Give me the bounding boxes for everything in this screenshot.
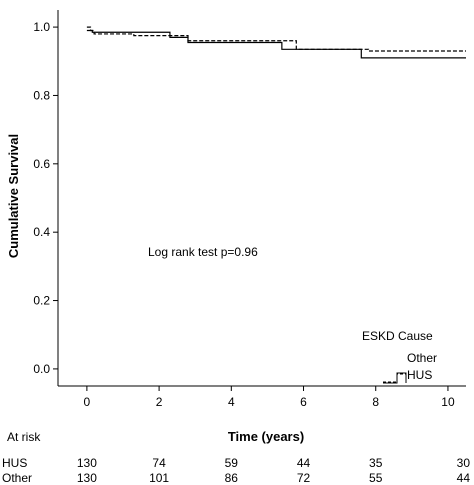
- x-axis-label: Time (years): [228, 429, 304, 444]
- at-risk-cell: 35: [369, 456, 383, 470]
- at-risk-cell: 130: [77, 456, 97, 470]
- y-tick-label: 0.6: [33, 157, 50, 171]
- y-axis-label: Cumulative Survival: [6, 134, 21, 258]
- at-risk-cell: 30: [457, 456, 471, 470]
- y-tick-label: 0.8: [33, 88, 50, 102]
- at-risk-table: HUS 130 74 59 44 35 30 Other 130 101 86 72 55 44: [2, 456, 470, 485]
- legend: ESKD Cause Other HUS: [362, 329, 437, 384]
- legend-marker-hus: [383, 372, 407, 384]
- at-risk-row-label: Other: [2, 471, 32, 485]
- x-ticks: 0 2 4 6 8 10: [84, 386, 455, 409]
- series-group: [86, 26, 466, 59]
- at-risk-cell: 74: [152, 456, 166, 470]
- y-tick-label: 0.4: [33, 225, 50, 239]
- at-risk-cell: 72: [297, 471, 311, 485]
- at-risk-label: At risk: [7, 430, 41, 444]
- legend-marker-other: [383, 373, 407, 383]
- x-tick-label: 10: [441, 395, 455, 409]
- at-risk-cell: 44: [297, 456, 311, 470]
- at-risk-cell: 44: [457, 471, 471, 485]
- x-tick-label: 2: [156, 395, 163, 409]
- legend-entry-hus: HUS: [407, 368, 432, 382]
- legend-entry-other: Other: [407, 351, 437, 365]
- legend-title: ESKD Cause: [362, 329, 433, 343]
- at-risk-cell: 55: [369, 471, 383, 485]
- at-risk-cell: 130: [77, 471, 97, 485]
- at-risk-cell: 86: [225, 471, 239, 485]
- x-tick-label: 6: [300, 395, 307, 409]
- y-ticks: 0.0 0.2 0.4 0.6 0.8 1.0: [33, 20, 58, 376]
- series-line-other: [86, 26, 466, 52]
- log-rank-annotation: Log rank test p=0.96: [148, 245, 258, 259]
- at-risk-cell: 101: [149, 471, 169, 485]
- y-tick-label: 0.0: [33, 362, 50, 376]
- x-tick-label: 0: [84, 395, 91, 409]
- y-tick-label: 0.2: [33, 294, 50, 308]
- at-risk-cell: 59: [225, 456, 239, 470]
- x-tick-label: 8: [372, 395, 379, 409]
- x-tick-label: 4: [228, 395, 235, 409]
- at-risk-row-label: HUS: [2, 456, 27, 470]
- y-tick-label: 1.0: [33, 20, 50, 34]
- series-line-hus: [86, 29, 466, 59]
